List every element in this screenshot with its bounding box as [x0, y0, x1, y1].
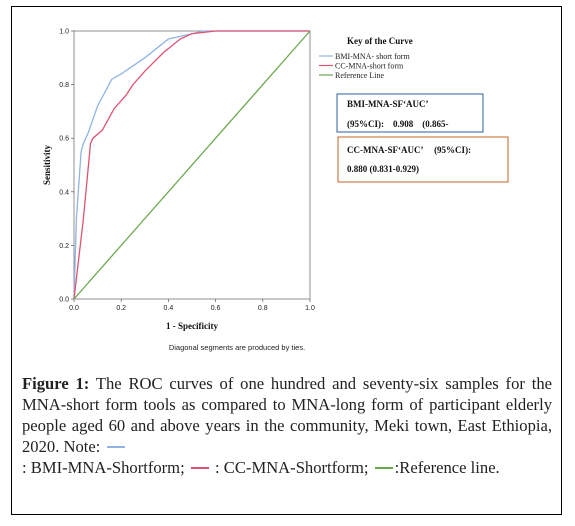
legend-cc-label: CC-MNA-short form: [335, 62, 404, 71]
plot-area: 0.0 0.2 0.4 0.6 0.8 1.0 0.0 0.2 0.4 0.6 0.8 1.0: [59, 29, 315, 313]
caption-cc-key: : CC-MNA-Shortform;: [210, 458, 369, 477]
x-axis-label: 1 - Specificity: [166, 321, 218, 331]
roc-chart: 0.0 0.2 0.4 0.6 0.8 1.0 0.0 0.2 0.4 0.6 0.8 1.0 Sen…: [42, 29, 509, 352]
y-tick-label: 0.6: [59, 136, 69, 143]
bmi-roc-line: [73, 30, 310, 300]
caption-label: Figure 1:: [22, 374, 90, 393]
x-tick-label: 0.4: [164, 305, 174, 312]
ref-swatch: [374, 466, 393, 469]
caption-ref-key: :Reference line.: [394, 458, 500, 477]
bmi-auc-line-2: (95%CI): 0.908 (0.865-: [347, 119, 449, 129]
y-tick-label: 0.2: [59, 243, 69, 250]
bmi-auc-box: [336, 93, 484, 133]
x-tick-label: 0.2: [116, 305, 126, 312]
caption-text: The ROC curves of one hundred and sevent…: [22, 374, 552, 456]
cc-roc-line: [73, 30, 310, 300]
cc-swatch: [190, 466, 209, 469]
caption-bmi-key: : BMI-MNA-Shortform;: [22, 458, 185, 477]
y-tick-label: 0.0: [59, 297, 69, 304]
cc-auc-line-1: CC-MNA-SF‘AUC’ (95%CI):: [347, 145, 471, 155]
y-tick-label: 0.8: [59, 82, 69, 89]
bmi-swatch: [106, 445, 125, 448]
y-tick-label: 0.4: [59, 189, 69, 196]
diagonal-note: Diagonal segments are produced by ties.: [169, 343, 305, 352]
legend-title: Key of the Curve: [347, 36, 413, 46]
figure-caption: Figure 1: The ROC curves of one hundred …: [22, 373, 552, 478]
x-tick-label: 0.6: [211, 305, 221, 312]
legend-reference-label: Reference Line: [335, 71, 385, 80]
x-tick-label: 0.8: [258, 305, 268, 312]
bmi-auc-line-1: BMI-MNA-SF‘AUC’: [347, 99, 428, 109]
legend-bmi-label: BMI-MNA- short form: [335, 52, 410, 61]
y-tick-label: 1.0: [59, 29, 69, 36]
cc-auc-box: [337, 136, 509, 183]
x-tick-label: 1.0: [305, 305, 315, 312]
x-tick-label: 0.0: [69, 305, 79, 312]
cc-auc-line-2: 0.880 (0.831-0.929): [347, 164, 419, 174]
reference-line: [73, 30, 311, 300]
y-axis-label: Sensitivity: [42, 145, 52, 186]
